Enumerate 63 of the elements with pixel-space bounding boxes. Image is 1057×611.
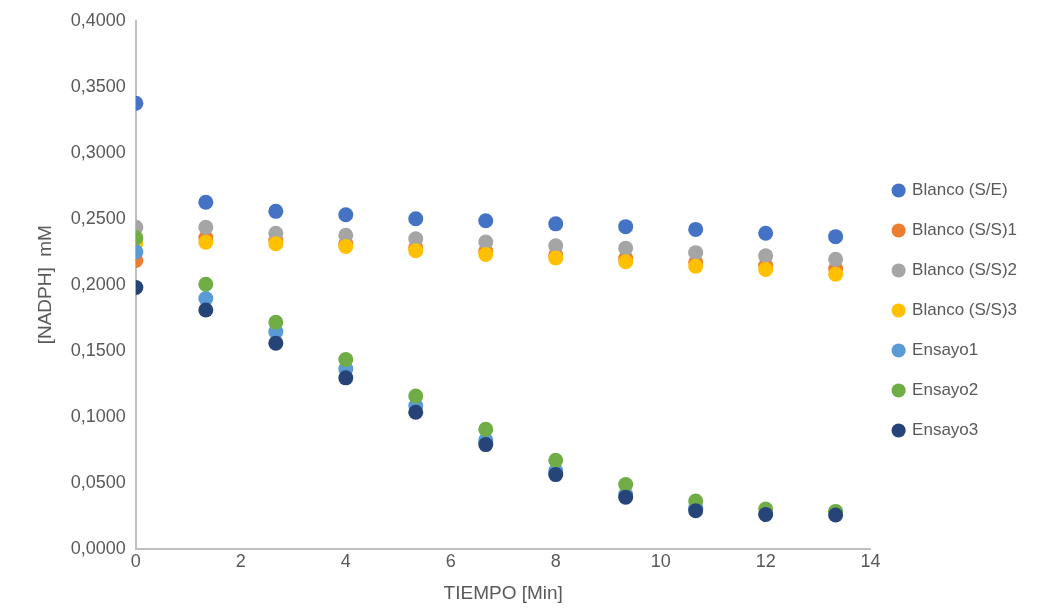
legend-label: Ensayo2 [912, 380, 979, 400]
point [478, 234, 494, 250]
point [478, 421, 494, 437]
point [618, 254, 634, 270]
point [758, 507, 774, 523]
point [828, 229, 844, 245]
point [688, 221, 704, 237]
legend-label: Blanco (S/S)1 [912, 220, 1018, 240]
x-tick-label: 6 [445, 551, 456, 572]
point [618, 240, 634, 256]
point [268, 335, 284, 351]
point [688, 245, 704, 261]
legend-label: Ensayo1 [912, 340, 979, 360]
x-axis-title: TIEMPO [Min] [443, 581, 563, 603]
point [828, 266, 844, 282]
point [198, 234, 214, 250]
y-tick-label: 0,1000 [70, 405, 126, 426]
y-tick-label: 0,1500 [70, 339, 126, 360]
point [338, 352, 354, 368]
y-tick-label: 0,0000 [70, 537, 126, 558]
point [618, 219, 634, 235]
point [268, 314, 284, 330]
x-tick-label: 0 [130, 551, 141, 572]
point [548, 238, 564, 254]
y-tick-label: 0,3500 [70, 75, 126, 96]
y-tick-label: 0,4000 [70, 9, 126, 30]
legend-label: Blanco (S/S)3 [912, 300, 1018, 320]
x-tick-label: 8 [550, 551, 561, 572]
point [338, 207, 354, 223]
point [198, 219, 214, 235]
x-tick-label: 2 [235, 551, 246, 572]
point [268, 236, 284, 252]
point [338, 370, 354, 386]
point [548, 216, 564, 232]
point [548, 452, 564, 468]
legend-label: Blanco (S/S)2 [912, 260, 1018, 280]
point [618, 477, 634, 493]
point [758, 248, 774, 264]
point [408, 404, 424, 420]
y-axis-title: [NADPH] mM [33, 225, 55, 345]
x-tick-label: 12 [755, 551, 776, 572]
point [828, 251, 844, 267]
y-tick-label: 0,2000 [70, 273, 126, 294]
point [268, 203, 284, 219]
point [828, 507, 844, 523]
y-tick-label: 0,3000 [70, 141, 126, 162]
y-tick-label: 0,2500 [70, 207, 126, 228]
x-tick-label: 10 [650, 551, 671, 572]
point [408, 388, 424, 404]
point [688, 258, 704, 274]
x-tick-label: 14 [860, 551, 881, 572]
point [548, 467, 564, 483]
point [478, 437, 494, 453]
point [198, 276, 214, 292]
legend-label: Ensayo3 [912, 420, 979, 440]
point [198, 302, 214, 318]
point [478, 213, 494, 229]
point [408, 211, 424, 227]
legend-label: Blanco (S/E) [912, 180, 1008, 200]
y-tick-label: 0,0500 [70, 471, 126, 492]
x-tick-label: 4 [340, 551, 351, 572]
point [198, 194, 214, 210]
point [758, 225, 774, 241]
